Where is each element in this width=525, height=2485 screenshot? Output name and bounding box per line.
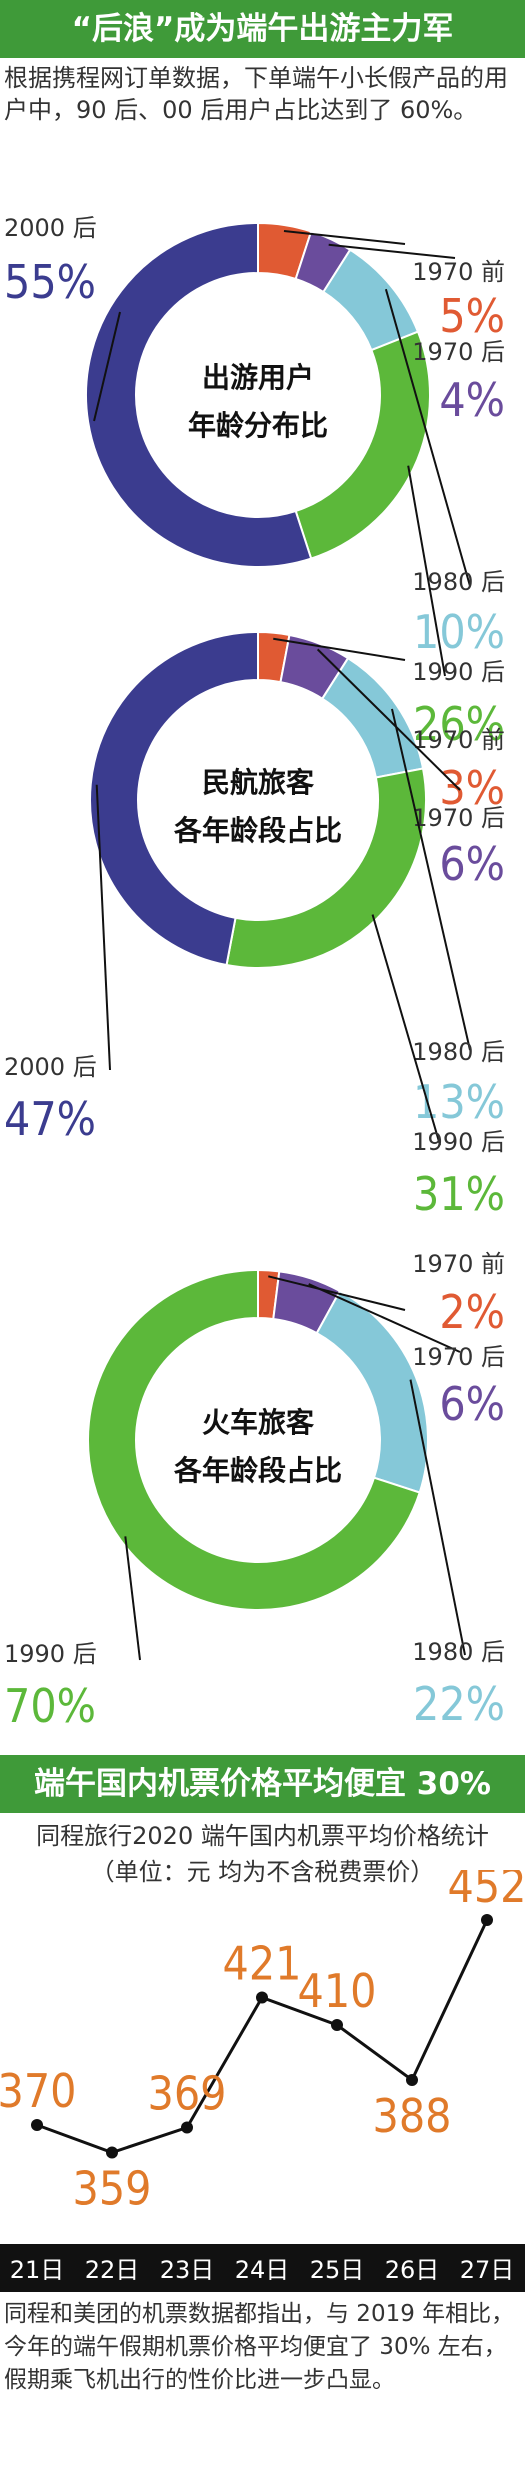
donut-center-title: 民航旅客 (202, 766, 315, 799)
date-tick: 22日 (85, 2256, 140, 2284)
slice-percent: 26% (413, 697, 505, 751)
line-chart-subtitle-1: 同程旅行2020 端午国内机票平均价格统计 (36, 1822, 489, 1850)
slice-percent: 47% (4, 1092, 96, 1146)
leader-line (124, 1536, 141, 1661)
price-point (256, 1991, 268, 2004)
slice-percent: 10% (413, 605, 505, 659)
leader-line (316, 648, 461, 791)
slice-percent: 5% (439, 289, 505, 343)
donut-center-title: 出游用户 (202, 361, 314, 394)
slice-percent: 6% (439, 837, 505, 891)
outro-paragraph: 同程和美团的机票数据都指出，与 2019 年相比，今年的端午假期机票价格平均便宜… (4, 2301, 515, 2393)
slice-percent: 6% (439, 1377, 505, 1431)
slice-percent: 3% (439, 761, 505, 815)
donut-center-title: 各年龄段占比 (173, 1454, 342, 1487)
leader-line (384, 288, 471, 587)
line-chart-subtitle-2: （单位：元 均为不含税费票价） (90, 1858, 435, 1886)
leader-line (407, 465, 446, 677)
slice-label: 1980 后 (412, 1638, 505, 1666)
date-tick: 21日 (10, 2256, 65, 2284)
date-tick: 23日 (160, 2256, 215, 2284)
slice-percent: 31% (413, 1167, 505, 1221)
date-axis-bar (0, 2244, 525, 2292)
donut-slice (89, 630, 259, 967)
slice-percent: 22% (413, 1677, 505, 1731)
price-label: 369 (148, 2067, 227, 2121)
slice-percent: 4% (439, 373, 505, 427)
donut-slice (320, 656, 425, 779)
slice-percent: 70% (4, 1679, 96, 1733)
intro-paragraph: 根据携程网订单数据，下单端午小长假产品的用户中，90 后、00 后用户占比达到了… (4, 64, 508, 124)
price-point (106, 2146, 118, 2159)
slice-label: 1970 前 (412, 726, 505, 754)
leader-line (391, 708, 471, 1051)
donut-slice (225, 767, 427, 969)
slice-percent: 2% (439, 1285, 505, 1339)
slice-label: 2000 后 (4, 1053, 97, 1081)
donut-slice (85, 221, 313, 568)
slice-label: 1990 后 (4, 1640, 97, 1668)
price-label: 370 (0, 2064, 76, 2118)
slice-label: 1990 后 (412, 1128, 505, 1156)
price-label: 421 (223, 1937, 302, 1991)
date-axis: 21日 22日 23日 24日 25日 26日 27日 (10, 2256, 515, 2284)
slice-percent: 55% (4, 255, 96, 309)
price-point (406, 2074, 418, 2086)
price-point (31, 2119, 43, 2131)
slice-label: 1970 后 (412, 338, 505, 366)
leader-line (268, 1275, 406, 1311)
slice-label: 1970 后 (412, 804, 505, 832)
banner-title: 端午国内机票价格平均便宜 30% (34, 1766, 491, 1802)
slice-label: 1980 后 (412, 1038, 505, 1066)
leader-line (308, 1283, 461, 1353)
banner-title: “后浪”成为端午出游主力军 (71, 11, 454, 47)
leader-line (283, 230, 406, 245)
leader-line (328, 243, 456, 259)
leader-line (95, 784, 111, 1071)
date-tick: 26日 (385, 2256, 440, 2284)
section-banner-airfare: 端午国内机票价格平均便宜 30% (0, 1755, 525, 1813)
price-point (481, 1914, 493, 1926)
slice-label: 1970 后 (412, 1343, 505, 1371)
price-label: 452 (448, 1870, 525, 1913)
slice-label: 2000 后 (4, 214, 97, 242)
donut-slice (87, 1268, 421, 1611)
price-point (181, 2121, 193, 2134)
price-label: 410 (298, 1964, 377, 2018)
date-tick: 25日 (310, 2256, 365, 2284)
donut-center-title: 各年龄段占比 (173, 814, 342, 847)
price-label: 359 (73, 2162, 152, 2216)
donut-center-title: 年龄分布比 (188, 409, 328, 442)
leader-line (371, 914, 441, 1146)
date-tick: 27日 (460, 2256, 515, 2284)
price-point (331, 2019, 343, 2031)
slice-label: 1990 后 (412, 658, 505, 686)
leader-line (93, 311, 121, 422)
donut-slice (294, 330, 431, 560)
date-tick: 24日 (235, 2256, 290, 2284)
leader-line (409, 1379, 466, 1656)
slice-label: 1970 前 (412, 1250, 505, 1278)
leader-line (273, 637, 406, 661)
slice-label: 1970 前 (412, 258, 505, 286)
section-banner-youth: “后浪”成为端午出游主力军 (0, 0, 525, 58)
price-label: 388 (373, 2089, 452, 2143)
donut-center-title: 火车旅客 (202, 1406, 315, 1439)
